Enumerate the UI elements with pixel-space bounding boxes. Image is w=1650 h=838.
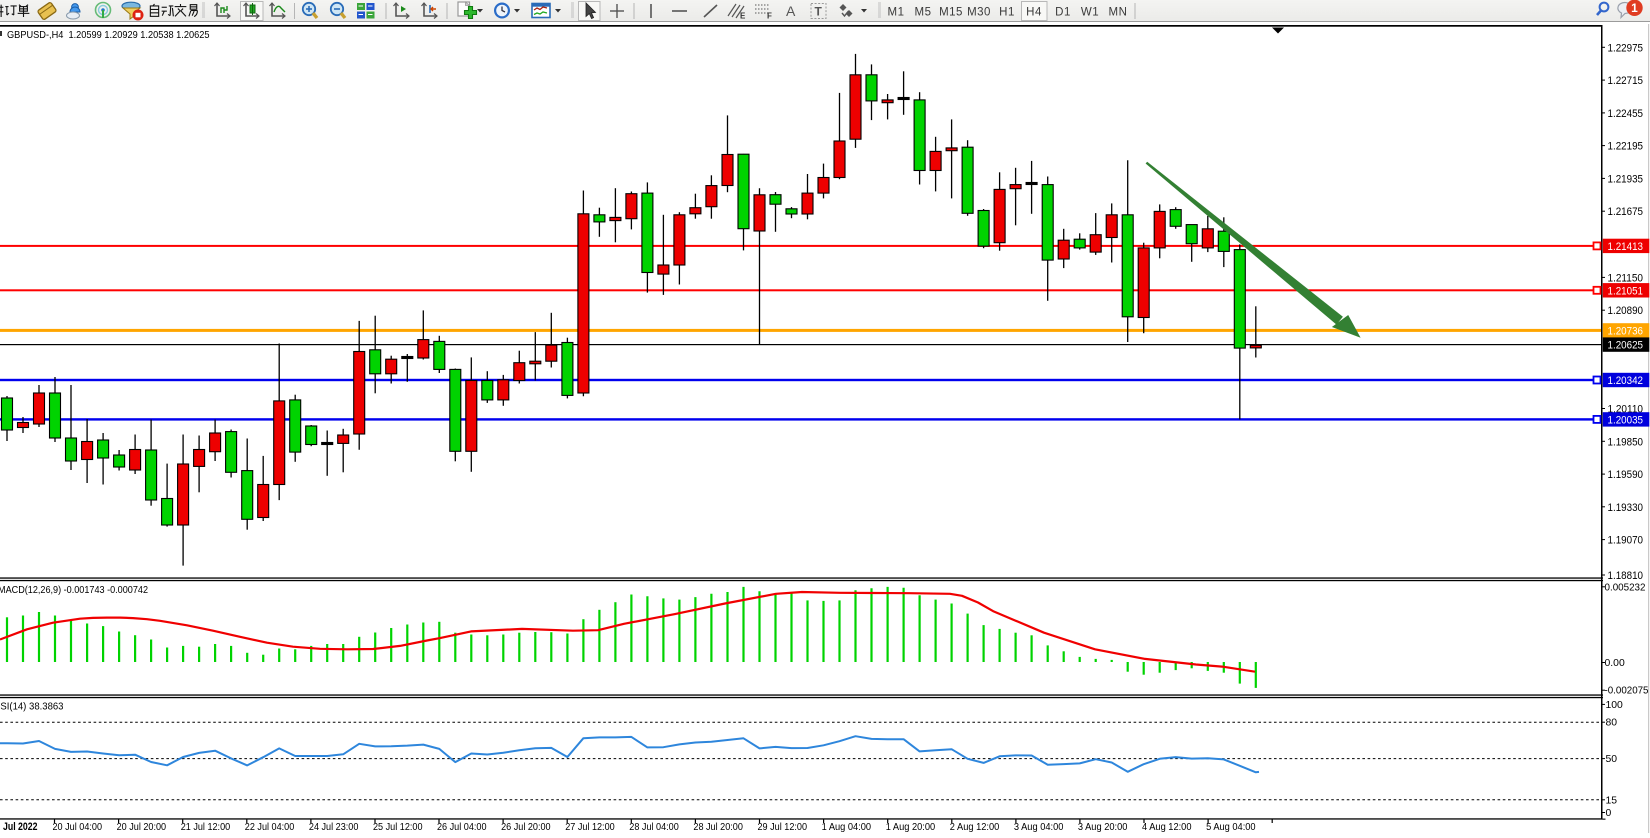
svg-text:29 Jul 12:00: 29 Jul 12:00: [758, 822, 808, 833]
svg-text:E: E: [740, 12, 746, 21]
svg-text:5 Aug 04:00: 5 Aug 04:00: [1206, 822, 1256, 833]
svg-text:H1: H1: [999, 7, 1015, 19]
svg-text:1.21051: 1.21051: [1608, 285, 1644, 297]
svg-text:1.18810: 1.18810: [1608, 570, 1644, 582]
svg-text:M30: M30: [967, 7, 991, 19]
svg-text:1.19850: 1.19850: [1608, 436, 1644, 448]
svg-text:M1: M1: [888, 7, 905, 19]
svg-text:1.21675: 1.21675: [1608, 206, 1644, 218]
svg-text:100: 100: [1606, 700, 1624, 711]
svg-text:3 Aug 04:00: 3 Aug 04:00: [1014, 822, 1064, 833]
svg-text:1.21413: 1.21413: [1608, 241, 1644, 253]
svg-text:4 Aug 12:00: 4 Aug 12:00: [1142, 822, 1192, 833]
svg-text:GBPUSD-,H4 1.20599 1.20929 1.: GBPUSD-,H4 1.20599 1.20929 1.20538 1.206…: [7, 29, 210, 41]
svg-text:28 Jul 20:00: 28 Jul 20:00: [693, 822, 743, 833]
svg-text:24 Jul 23:00: 24 Jul 23:00: [309, 822, 359, 833]
svg-text:0: 0: [1606, 808, 1612, 819]
svg-text:3 Aug 20:00: 3 Aug 20:00: [1078, 822, 1128, 833]
svg-text:Jul 2022: Jul 2022: [3, 821, 38, 833]
svg-text:1.20890: 1.20890: [1608, 305, 1644, 317]
svg-text:MN: MN: [1109, 7, 1128, 19]
svg-text:2 Aug 12:00: 2 Aug 12:00: [950, 822, 1000, 833]
svg-text:1.21150: 1.21150: [1608, 272, 1644, 284]
svg-text:50: 50: [1606, 754, 1618, 765]
svg-text:1.22195: 1.22195: [1608, 141, 1644, 153]
svg-text:RSI(14) 38.3863: RSI(14) 38.3863: [0, 702, 64, 713]
svg-text:W1: W1: [1081, 7, 1099, 19]
svg-text:D1: D1: [1055, 7, 1071, 19]
svg-text:25 Jul 12:00: 25 Jul 12:00: [373, 822, 423, 833]
svg-text:20 Jul 20:00: 20 Jul 20:00: [117, 822, 167, 833]
svg-text:26 Jul 04:00: 26 Jul 04:00: [437, 822, 487, 833]
svg-text:F: F: [767, 12, 772, 21]
svg-text:1.20736: 1.20736: [1608, 325, 1644, 337]
svg-text:28 Jul 04:00: 28 Jul 04:00: [629, 822, 679, 833]
svg-text:A: A: [786, 3, 796, 19]
svg-text:20 Jul 04:00: 20 Jul 04:00: [53, 822, 103, 833]
svg-text:22 Jul 04:00: 22 Jul 04:00: [245, 822, 295, 833]
svg-text:1 Aug 04:00: 1 Aug 04:00: [822, 822, 872, 833]
svg-text:1.22715: 1.22715: [1608, 75, 1644, 87]
svg-text:1.19070: 1.19070: [1608, 535, 1644, 547]
svg-text:T: T: [815, 5, 823, 19]
svg-text:26 Jul 20:00: 26 Jul 20:00: [501, 822, 551, 833]
svg-text:MACD(12,26,9) -0.001743 -0.000: MACD(12,26,9) -0.001743 -0.000742: [0, 585, 148, 596]
svg-text:1.20625: 1.20625: [1608, 340, 1644, 352]
svg-text:80: 80: [1606, 718, 1618, 729]
svg-text:15: 15: [1606, 795, 1618, 806]
svg-text:1.21935: 1.21935: [1608, 173, 1644, 185]
svg-text:27 Jul 12:00: 27 Jul 12:00: [565, 822, 615, 833]
svg-text:1.20035: 1.20035: [1608, 414, 1644, 426]
svg-text:1.22975: 1.22975: [1608, 42, 1644, 54]
svg-text:21 Jul 12:00: 21 Jul 12:00: [181, 822, 231, 833]
svg-text:H4: H4: [1026, 7, 1042, 19]
svg-text:1 Aug 20:00: 1 Aug 20:00: [886, 822, 936, 833]
svg-text:-0.002075: -0.002075: [1605, 686, 1649, 697]
svg-text:1.19330: 1.19330: [1608, 502, 1644, 514]
svg-text:1.19590: 1.19590: [1608, 469, 1644, 481]
svg-text:0.005232: 0.005232: [1605, 582, 1646, 593]
svg-text:M15: M15: [939, 7, 963, 19]
svg-text:1.22455: 1.22455: [1608, 108, 1644, 120]
svg-text:1: 1: [1631, 1, 1638, 15]
svg-text:M5: M5: [915, 7, 932, 19]
svg-text:1.20342: 1.20342: [1608, 375, 1644, 387]
svg-text:0.00: 0.00: [1605, 658, 1625, 669]
